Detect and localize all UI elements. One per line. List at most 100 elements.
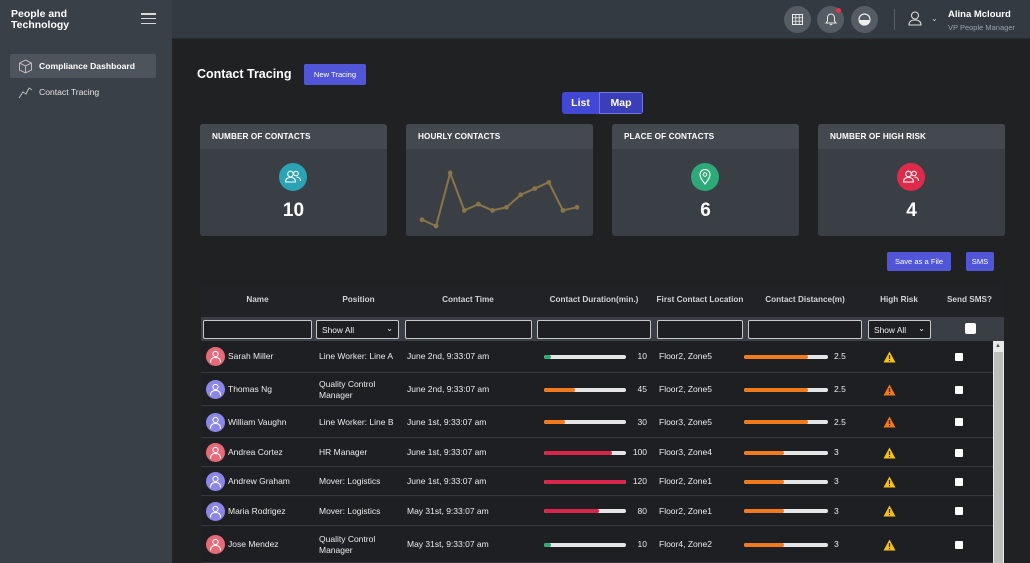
table-row[interactable]: Maria Rodrigez Mover: Logistics May 31st, … bbox=[201, 497, 993, 526]
table-header: Name Position Contact Time Contact Durat… bbox=[201, 283, 1004, 317]
distance-value: 3 bbox=[834, 476, 839, 486]
warning-icon bbox=[883, 505, 896, 517]
avatar bbox=[206, 472, 225, 491]
user-name[interactable]: Alina Mclourd bbox=[948, 9, 1011, 20]
card-value: 4 bbox=[906, 200, 917, 221]
save-as-file-button[interactable]: Save as a File bbox=[887, 252, 951, 271]
chevron-down-icon: ⌄ bbox=[918, 324, 925, 333]
position-cell: Mover: Logistics bbox=[319, 505, 381, 516]
view-toggle: List Map bbox=[562, 92, 643, 114]
send-sms-checkbox[interactable] bbox=[955, 507, 963, 515]
name-cell: Jose Mendez bbox=[228, 539, 279, 549]
send-sms-checkbox[interactable] bbox=[955, 540, 963, 549]
contact-time-cell: June 2nd, 9:33:07 am bbox=[407, 384, 490, 394]
sparkline-point bbox=[504, 204, 509, 210]
chevron-down-icon: ⌄ bbox=[386, 324, 393, 333]
select-all-checkbox[interactable] bbox=[965, 323, 976, 334]
sms-button[interactable]: SMS bbox=[966, 252, 994, 271]
user-icon[interactable] bbox=[908, 11, 922, 26]
send-sms-checkbox[interactable] bbox=[955, 352, 963, 361]
send-sms-checkbox[interactable] bbox=[955, 448, 963, 457]
sidebar-item-compliance-dashboard[interactable]: Compliance Dashboard bbox=[10, 54, 156, 78]
distance-bar bbox=[744, 450, 828, 455]
chevron-down-icon[interactable]: ⌄ bbox=[931, 14, 938, 23]
location-cell: Floor4, Zone2 bbox=[659, 539, 712, 549]
location-filter-input[interactable] bbox=[657, 320, 743, 339]
select-value: Show All bbox=[874, 324, 907, 335]
column-header-send-sms[interactable]: Send SMS? bbox=[946, 295, 993, 304]
avatar bbox=[206, 443, 225, 462]
send-sms-checkbox[interactable] bbox=[955, 385, 963, 394]
table-scrollbar[interactable]: ▲ bbox=[993, 341, 1004, 563]
sparkline-point bbox=[475, 201, 481, 207]
list-view-button[interactable]: List bbox=[562, 92, 599, 114]
sidebar-item-contact-tracing[interactable]: Contact Tracing bbox=[10, 80, 156, 104]
scroll-up-icon[interactable]: ▲ bbox=[995, 343, 1001, 349]
notifications-button[interactable] bbox=[817, 6, 844, 33]
user-role: VP People Manager bbox=[948, 23, 1015, 32]
sparkline-point bbox=[447, 170, 453, 176]
duration-bar bbox=[544, 354, 626, 359]
table-row[interactable]: Andrea Cortez HR Manager June 1st, 9:33:07… bbox=[201, 439, 993, 467]
avatar bbox=[206, 501, 225, 521]
contact-time-cell: June 1st, 9:33:07 am bbox=[407, 476, 487, 486]
table-row[interactable]: Thomas Ng Quality Control Manager June 2nd… bbox=[201, 374, 993, 406]
table-row[interactable]: Andrew Graham Mover: Logistics June 1st, 9… bbox=[201, 468, 993, 496]
theme-button[interactable] bbox=[851, 6, 878, 33]
position-cell: Mover: Logistics bbox=[319, 476, 381, 486]
name-cell: Sarah Miller bbox=[228, 351, 274, 361]
warning-icon bbox=[883, 384, 896, 395]
new-tracing-button[interactable]: New Tracing bbox=[304, 64, 366, 85]
table-row[interactable]: Sarah Miller Line Worker: Line A June 2nd,… bbox=[201, 341, 993, 373]
card-value: 10 bbox=[282, 200, 305, 221]
distance-bar bbox=[744, 509, 828, 513]
duration-bar bbox=[544, 509, 626, 513]
contact-time-cell: June 2nd, 9:33:07 am bbox=[407, 351, 490, 361]
card-title: PLACE OF CONTACTS bbox=[612, 124, 799, 149]
duration-value: 45 bbox=[637, 384, 647, 394]
distance-value: 2.5 bbox=[834, 351, 846, 361]
column-header-contact-distance[interactable]: Contact Distance(m) bbox=[765, 295, 845, 304]
column-header-contact-time[interactable]: Contact Time bbox=[442, 295, 494, 304]
bell-icon bbox=[824, 13, 837, 26]
name-filter-input[interactable] bbox=[203, 320, 312, 339]
card-title: NUMBER OF CONTACTS bbox=[200, 124, 387, 149]
map-view-button[interactable]: Map bbox=[599, 92, 643, 114]
duration-bar bbox=[544, 450, 626, 455]
place-of-contacts-card: PLACE OF CONTACTS 6 bbox=[612, 124, 799, 236]
cube-icon bbox=[19, 58, 32, 74]
duration-bar bbox=[544, 387, 626, 392]
duration-filter-input[interactable] bbox=[537, 320, 651, 339]
duration-bar bbox=[544, 542, 626, 547]
warning-icon bbox=[883, 447, 896, 458]
send-sms-checkbox[interactable] bbox=[955, 418, 963, 426]
notification-dot bbox=[836, 8, 841, 13]
table-row[interactable]: William Vaughn Line Worker: Line B June 1s… bbox=[201, 407, 993, 438]
table-row[interactable]: Jose Mendez Quality Control Manager May 31… bbox=[201, 527, 993, 563]
distance-filter-input[interactable] bbox=[748, 320, 862, 339]
duration-value: 120 bbox=[632, 476, 647, 486]
column-header-name[interactable]: Name bbox=[246, 295, 269, 304]
column-header-position[interactable]: Position bbox=[342, 295, 375, 304]
apps-grid-button[interactable] bbox=[784, 6, 811, 33]
contact-time-filter-input[interactable] bbox=[405, 320, 532, 339]
location-cell: Floor2, Zone5 bbox=[659, 384, 712, 394]
scrollbar-thumb[interactable] bbox=[994, 352, 1003, 563]
sparkline-point bbox=[560, 208, 566, 213]
location-cell: Floor2, Zone5 bbox=[659, 351, 712, 361]
distance-value: 3 bbox=[834, 539, 839, 549]
column-header-high-risk[interactable]: High Risk bbox=[880, 295, 918, 304]
distance-value: 2.5 bbox=[834, 416, 846, 427]
hourly-contacts-sparkline bbox=[419, 169, 580, 229]
grid-icon bbox=[792, 14, 803, 25]
duration-value: 80 bbox=[637, 505, 647, 516]
location-cell: Floor2, Zone1 bbox=[659, 505, 712, 516]
position-filter-select[interactable]: Show All ⌄ bbox=[316, 320, 399, 339]
column-header-contact-duration[interactable]: Contact Duration(min.) bbox=[549, 295, 639, 304]
app-title: People and Technology bbox=[11, 8, 70, 31]
send-sms-checkbox[interactable] bbox=[955, 477, 963, 486]
column-header-first-contact-location[interactable]: First Contact Location bbox=[656, 295, 744, 304]
high-risk-filter-select[interactable]: Show All ⌄ bbox=[868, 320, 931, 339]
sidebar-header bbox=[0, 0, 172, 39]
hamburger-menu-icon[interactable] bbox=[141, 13, 156, 25]
